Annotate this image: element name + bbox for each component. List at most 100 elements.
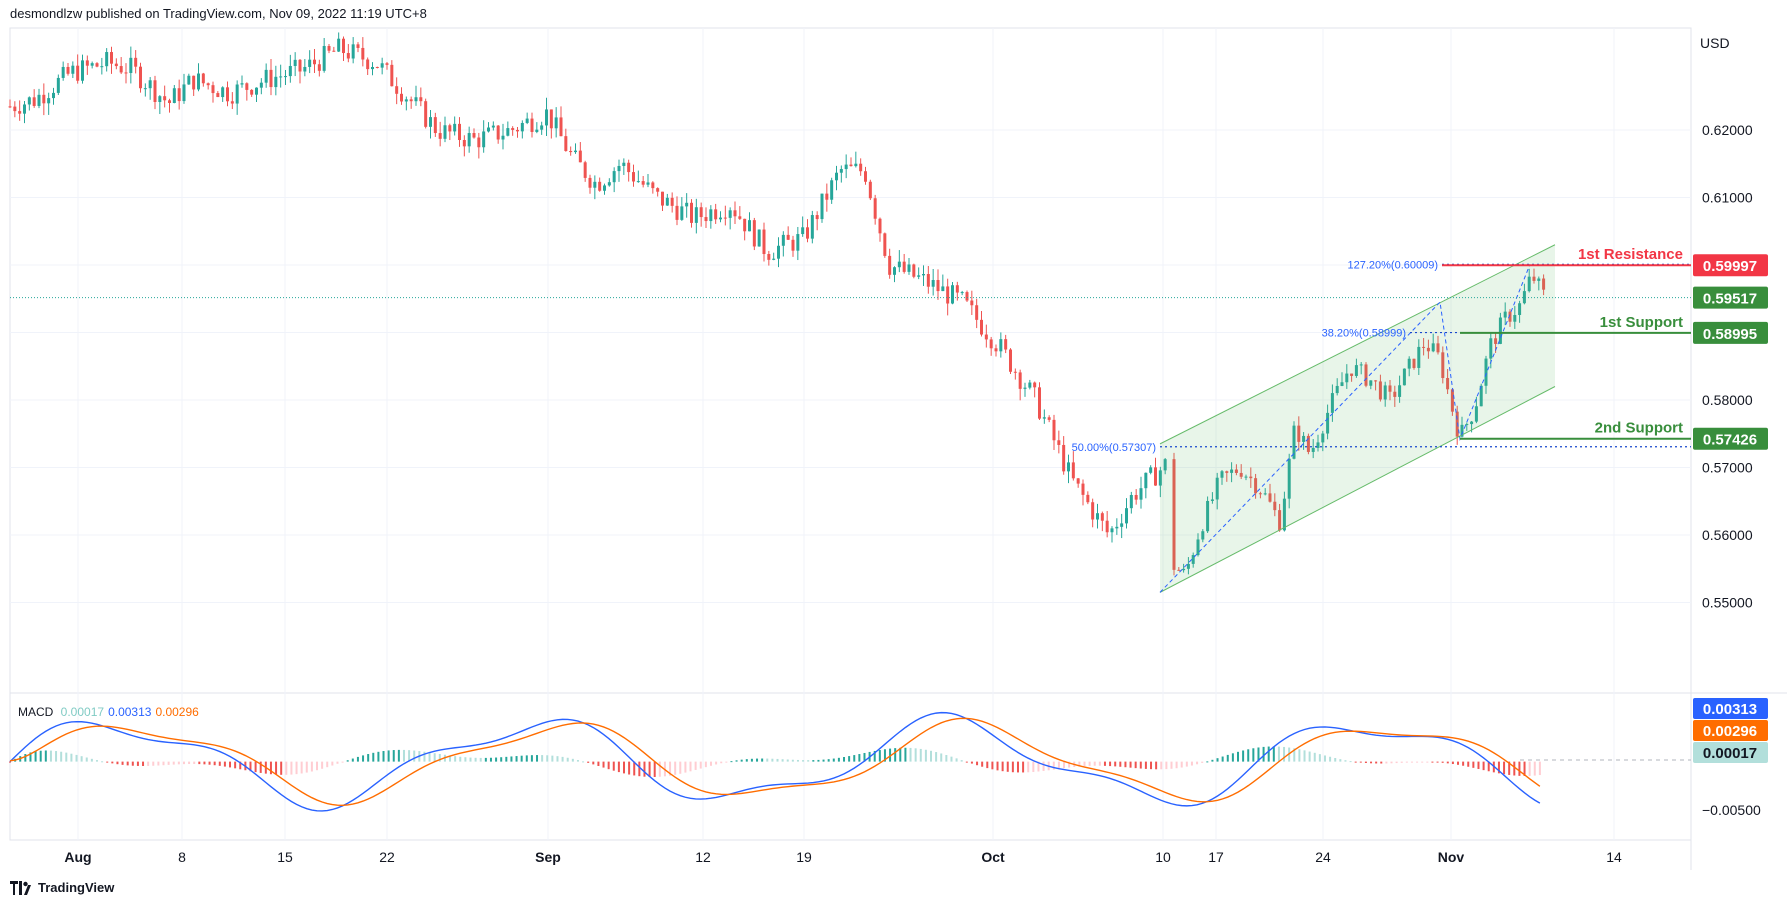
macd-hist-bar [812, 760, 815, 762]
candle-body [1062, 444, 1066, 472]
macd-hist-bar [60, 751, 63, 762]
candle-body [313, 59, 316, 65]
candle-body [612, 171, 616, 183]
candle-body [1120, 523, 1124, 527]
fib-label: 38.20%(0.58999) [1322, 328, 1406, 340]
macd-hist-bar [1180, 761, 1183, 768]
macd-hist-bar [715, 761, 718, 765]
candle-body [893, 267, 896, 275]
macd-hist-bar [1170, 761, 1173, 769]
candle-body [1196, 539, 1200, 556]
macd-hist-bar [745, 759, 748, 762]
macd-hist-bar [1237, 751, 1239, 762]
candle-body [641, 181, 645, 185]
candle-body [1086, 494, 1090, 503]
candle-body [71, 65, 75, 74]
macd-value-badge [1693, 742, 1768, 763]
candle-body [506, 128, 510, 136]
macd-hist-bar [1359, 761, 1362, 763]
macd-hist-bar [633, 761, 636, 776]
macd-hist-bar [126, 761, 129, 766]
macd-hist-bar [735, 760, 738, 762]
y-tick-label: 0.56000 [1702, 527, 1753, 543]
macd-hist-bar [305, 761, 308, 773]
candle-body [211, 85, 215, 94]
candle-body [1177, 569, 1181, 571]
chart-svg[interactable]: 127.20%(0.60009) 38.20%(0.58999) 50.00%(0.… [0, 0, 1787, 880]
macd-hist-bar [720, 761, 723, 764]
candle-body [1436, 343, 1440, 353]
macd-hist-bar [1242, 750, 1245, 762]
macd-value-text: 0.00296 [1703, 723, 1757, 740]
candle-body [738, 216, 742, 219]
candle-body [864, 171, 867, 182]
candle-body [1350, 373, 1354, 376]
candle-body [366, 59, 370, 70]
candle-body [883, 233, 887, 256]
macd-hist-bar [1503, 761, 1506, 775]
macd-hist-bar [223, 761, 226, 767]
macd-hist-bar [213, 761, 216, 766]
macd-hist-bar [1329, 756, 1332, 762]
macd-hist-bar [607, 761, 610, 770]
candle-body [487, 127, 490, 132]
macd-hist-bar [530, 755, 533, 762]
macd-hist-bar [1354, 761, 1357, 763]
macd-hist-bar [55, 751, 58, 762]
candle-body [520, 122, 524, 132]
macd-hist-bar [822, 759, 825, 762]
candle-body [810, 215, 814, 239]
macd-hist-bar [919, 748, 922, 762]
candle-body [1282, 498, 1286, 531]
macd-hist-bar [116, 761, 119, 765]
candle-body [951, 285, 954, 304]
candle-body [1460, 424, 1464, 437]
macd-hist-bar [582, 761, 585, 763]
macd-hist-bar [976, 761, 979, 766]
macd-hist-bar [520, 755, 523, 762]
macd-hist-bar [505, 756, 508, 762]
macd-hist-bar [1426, 761, 1429, 763]
candle-body [27, 97, 31, 105]
level-name: 1st Support [1600, 314, 1683, 331]
candle-body [1359, 364, 1363, 366]
candle-body [1542, 278, 1546, 290]
candle-body [1479, 385, 1483, 407]
macd-hist-bar [1303, 750, 1306, 762]
macd-hist-bar [1313, 752, 1316, 762]
macd-value-badge [1693, 720, 1768, 741]
macd-hist-bar [1334, 758, 1337, 762]
macd-pane[interactable] [9, 692, 1692, 841]
macd-hist-bar [1513, 761, 1516, 776]
macd-hist-bar [1119, 761, 1122, 767]
candle-body [124, 72, 128, 74]
macd-hist-bar [1109, 761, 1112, 767]
candle-body [719, 217, 722, 220]
candle-body [714, 209, 718, 220]
macd-hist-bar [1497, 761, 1500, 774]
candle-body [1149, 467, 1153, 473]
candle-body [1154, 467, 1157, 486]
macd-hist-bar [1370, 761, 1373, 764]
x-tick-label: 12 [695, 849, 711, 865]
candle-body [230, 101, 234, 104]
x-tick-label: 24 [1315, 849, 1331, 865]
candle-body [1239, 472, 1243, 477]
candle-body [791, 239, 795, 251]
x-tick-label: 8 [178, 849, 186, 865]
candle-body [1532, 276, 1536, 281]
macd-line [9, 711, 1541, 812]
candle-body [970, 300, 974, 306]
macd-hist-bar [878, 750, 881, 762]
macd-hist-bar [832, 758, 835, 762]
macd-hist-bar [1477, 761, 1480, 769]
macd-hist-bar [1083, 761, 1086, 767]
candle-body [675, 205, 679, 220]
current-price-text: 0.59517 [1703, 291, 1757, 308]
x-tick-label: Sep [535, 849, 561, 865]
candle-body [1508, 311, 1512, 322]
candle-body [1009, 349, 1012, 372]
candle-body [201, 73, 205, 84]
currency-label: USD [1700, 35, 1730, 51]
macd-hist-bar [827, 759, 830, 762]
